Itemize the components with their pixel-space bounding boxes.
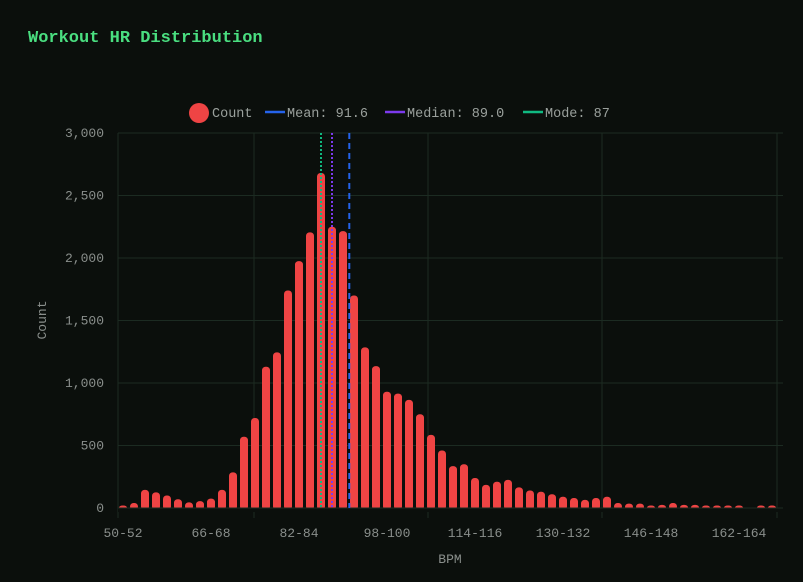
histogram-bar[interactable] [570, 498, 578, 510]
legend-reference-label[interactable]: Mean: 91.6 [287, 107, 368, 122]
x-tick-label: 146-148 [624, 526, 679, 541]
legend-count-marker-icon [189, 103, 209, 123]
histogram-bar[interactable] [383, 391, 391, 510]
y-tick-label: 2,500 [65, 189, 104, 204]
y-tick-label: 1,000 [65, 376, 104, 391]
histogram-bar[interactable] [405, 399, 413, 510]
y-tick-label: 0 [96, 501, 104, 516]
histogram-bar[interactable] [152, 492, 160, 510]
legend-reference-label[interactable]: Mode: 87 [545, 107, 610, 122]
x-axis-label: BPM [438, 552, 461, 567]
histogram-bar[interactable] [273, 352, 281, 510]
histogram-bar[interactable] [482, 484, 490, 510]
histogram-bar[interactable] [504, 479, 512, 510]
histogram-bar[interactable] [251, 418, 259, 510]
histogram-bar[interactable] [449, 466, 457, 510]
histogram-bar[interactable] [592, 498, 600, 510]
x-tick-label: 50-52 [103, 526, 142, 541]
histogram-bar[interactable] [493, 481, 501, 510]
histogram-bar[interactable] [218, 489, 226, 510]
histogram-bar[interactable] [229, 472, 237, 510]
y-tick-label: 2,000 [65, 251, 104, 266]
histogram-bar[interactable] [559, 496, 567, 510]
histogram-bar[interactable] [361, 347, 369, 510]
histogram-bar[interactable] [328, 226, 336, 510]
histogram-bar[interactable] [460, 464, 468, 510]
histogram-bar[interactable] [515, 487, 523, 510]
histogram-bar[interactable] [581, 499, 589, 510]
histogram-bar[interactable] [537, 491, 545, 510]
histogram-bar[interactable] [207, 498, 215, 510]
histogram-bar[interactable] [240, 436, 248, 510]
y-tick-label: 1,500 [65, 314, 104, 329]
histogram-bar[interactable] [339, 231, 347, 510]
legend-count-label[interactable]: Count [212, 107, 253, 122]
histogram-bar[interactable] [603, 496, 611, 510]
histogram-bar[interactable] [427, 434, 435, 510]
histogram-bar[interactable] [295, 261, 303, 510]
histogram-bar[interactable] [163, 495, 171, 511]
histogram-bar[interactable] [416, 414, 424, 510]
histogram-bar[interactable] [471, 478, 479, 510]
chart-title: Workout HR Distribution [28, 29, 263, 48]
x-tick-label: 82-84 [279, 526, 318, 541]
y-tick-label: 500 [81, 439, 104, 454]
histogram-bar[interactable] [306, 232, 314, 510]
histogram-bar[interactable] [174, 499, 182, 510]
histogram-bar[interactable] [262, 366, 270, 510]
histogram-bar[interactable] [350, 295, 358, 511]
histogram-bar[interactable] [438, 450, 446, 511]
x-tick-label: 114-116 [448, 526, 503, 541]
histogram-bar[interactable] [141, 489, 149, 510]
legend-reference-label[interactable]: Median: 89.0 [407, 107, 504, 122]
x-tick-label: 98-100 [364, 526, 411, 541]
histogram-bar[interactable] [548, 494, 556, 510]
y-tick-label: 3,000 [65, 126, 104, 141]
histogram-bar[interactable] [284, 290, 292, 511]
histogram-bar[interactable] [526, 490, 534, 511]
x-tick-label: 130-132 [536, 526, 591, 541]
y-axis-label: Count [35, 300, 50, 339]
x-tick-label: 162-164 [712, 526, 767, 541]
histogram-bar[interactable] [372, 366, 380, 510]
x-tick-label: 66-68 [191, 526, 230, 541]
histogram-bar[interactable] [394, 393, 402, 510]
